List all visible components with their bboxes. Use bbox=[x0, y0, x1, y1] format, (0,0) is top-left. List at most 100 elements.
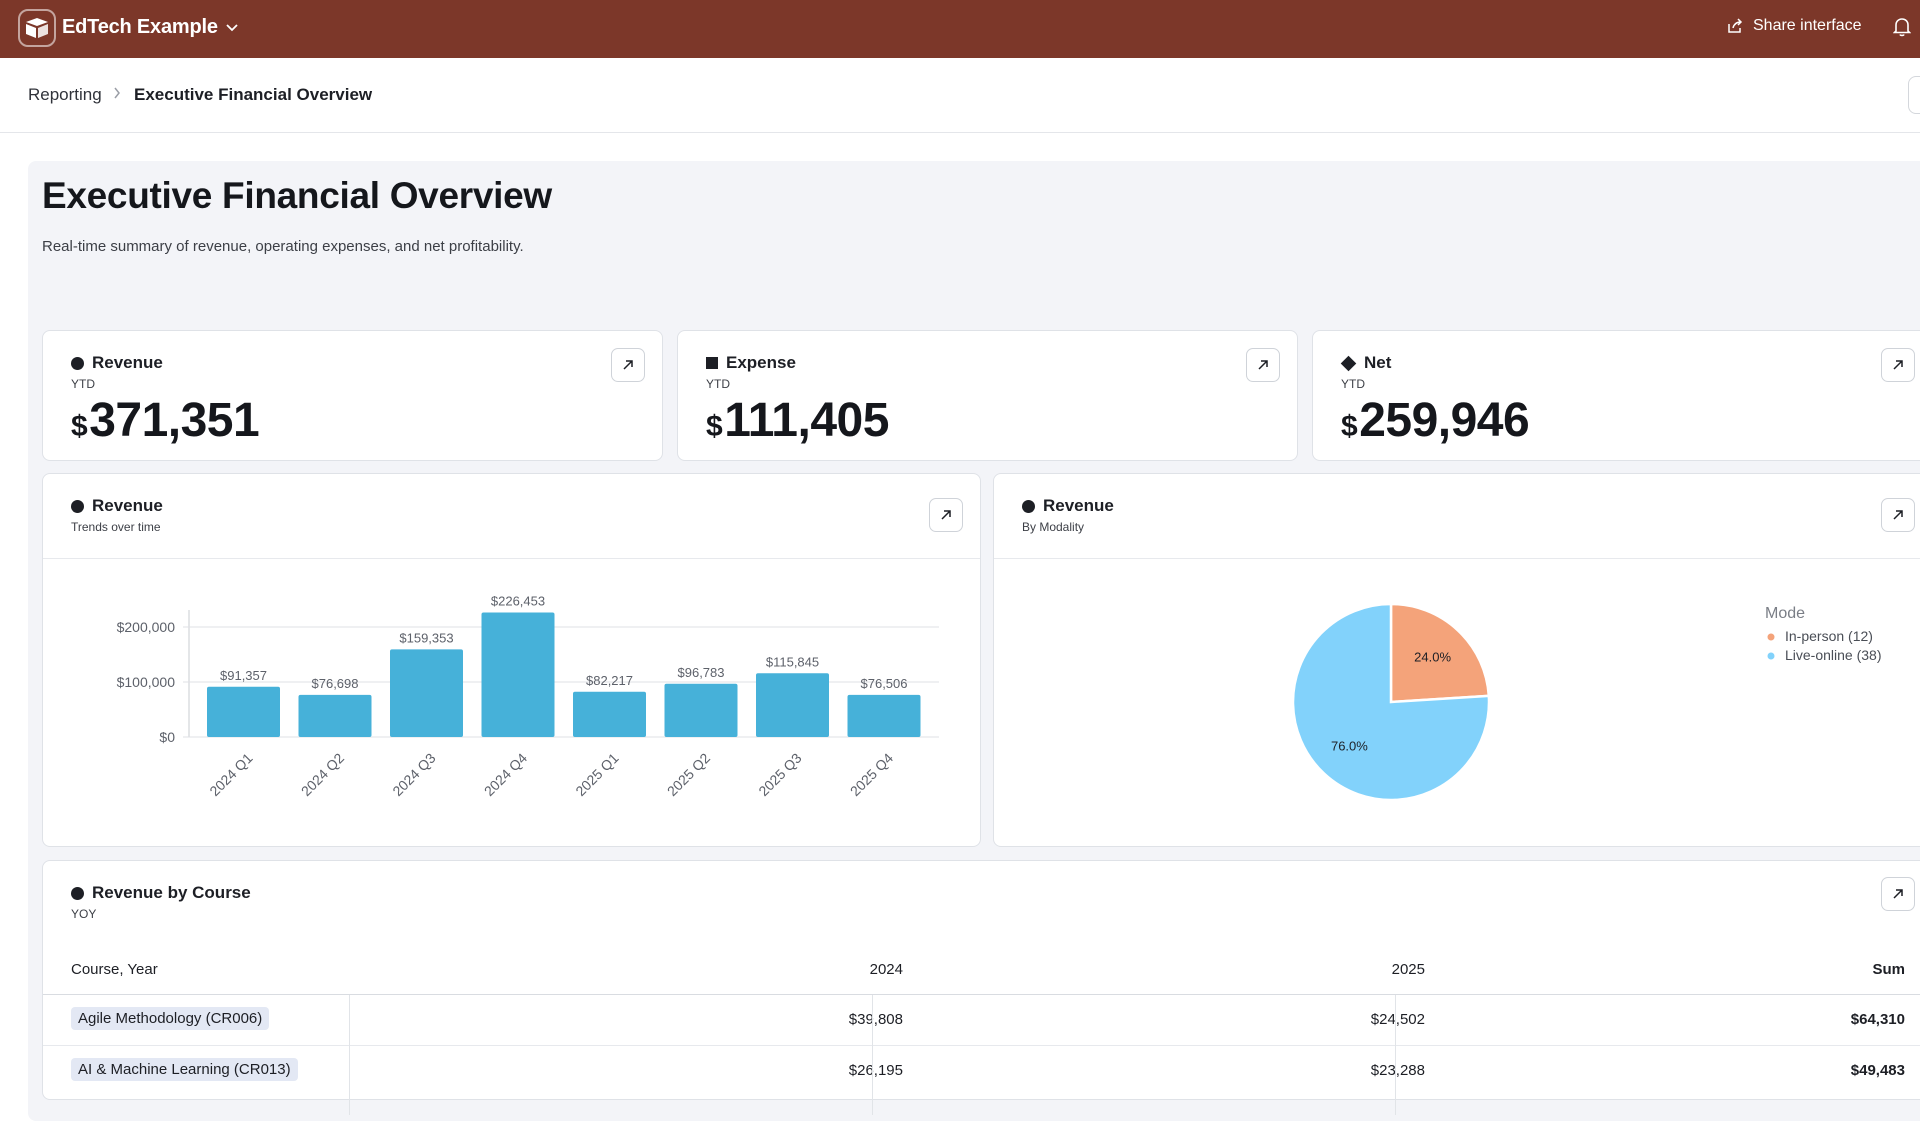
x-tick-label: 2024 Q3 bbox=[389, 750, 438, 799]
cell-2024: $26,195 bbox=[848, 1062, 903, 1079]
page-subtitle: Real-time summary of revenue, operating … bbox=[42, 238, 524, 255]
circle-marker-icon bbox=[71, 356, 84, 370]
toolbar-button[interactable] bbox=[1908, 76, 1920, 114]
expand-button[interactable] bbox=[611, 348, 645, 382]
notifications-icon[interactable] bbox=[1892, 17, 1912, 42]
kpi-number: 259,946 bbox=[1359, 394, 1530, 447]
kpi-card-net[interactable]: Net YTD $259,946 bbox=[1312, 330, 1920, 461]
app-switcher[interactable]: EdTech Example bbox=[62, 16, 238, 39]
course-tag: Agile Methodology (CR006) bbox=[71, 1007, 270, 1030]
arrow-up-right-icon bbox=[941, 510, 951, 520]
bar bbox=[207, 686, 280, 737]
chevron-right-icon bbox=[113, 86, 121, 104]
revenue-pie-chart: 24.0% 76.0% Mode In-person (12) Live-online … bbox=[1291, 602, 1882, 802]
arrow-up-right-icon bbox=[1893, 360, 1903, 370]
kpi-title: Revenue bbox=[92, 353, 163, 372]
kpi-number: 371,351 bbox=[89, 394, 260, 447]
card-divider bbox=[43, 558, 980, 559]
card-subtitle: YOY bbox=[71, 907, 97, 921]
bar bbox=[847, 694, 921, 737]
arrow-up-right-icon bbox=[1893, 510, 1903, 520]
table-row[interactable]: AI & Machine Learning (CR013) $26,195 $2… bbox=[43, 1046, 1920, 1096]
expand-button[interactable] bbox=[1881, 498, 1915, 532]
y-tick-label: $0 bbox=[159, 729, 175, 745]
bar-value-label: $91,357 bbox=[220, 668, 267, 683]
kpi-subtitle: YTD bbox=[71, 377, 95, 391]
column-header-sum[interactable]: Sum bbox=[1872, 961, 1905, 978]
bar bbox=[390, 649, 463, 737]
kpi-currency: $ bbox=[706, 410, 723, 443]
card-subtitle: Trends over time bbox=[71, 520, 161, 534]
legend-title: Mode bbox=[1765, 605, 1805, 622]
revenue-trend-card: Revenue Trends over time $0 $100,000 $200,… bbox=[42, 473, 981, 847]
bar bbox=[664, 683, 738, 737]
card-subtitle: By Modality bbox=[1022, 520, 1085, 534]
bar-value-label: $76,698 bbox=[312, 676, 359, 691]
bar bbox=[481, 612, 555, 737]
table-header-divider bbox=[43, 994, 1920, 995]
cell-2025: $24,502 bbox=[1370, 1011, 1425, 1028]
card-title: Revenue bbox=[1043, 496, 1114, 515]
kpi-value: $371,351 bbox=[71, 393, 260, 448]
arrow-up-right-icon bbox=[1258, 360, 1268, 370]
square-marker-icon bbox=[706, 357, 718, 369]
breadcrumb-reporting[interactable]: Reporting bbox=[28, 85, 102, 104]
x-tick-label: 2025 Q3 bbox=[755, 750, 804, 799]
expand-button[interactable] bbox=[929, 498, 963, 532]
kpi-card-expense[interactable]: Expense YTD $111,405 bbox=[677, 330, 1298, 461]
bar-value-label: $96,783 bbox=[678, 665, 725, 680]
kpi-card-revenue[interactable]: Revenue YTD $371,351 bbox=[42, 330, 663, 461]
revenue-by-course-card: Revenue by Course YOY Course, Year 2024 … bbox=[42, 860, 1920, 1115]
arrow-up-right-icon bbox=[623, 360, 633, 370]
column-header-2025[interactable]: 2025 bbox=[1391, 961, 1425, 978]
kpi-title: Net bbox=[1364, 353, 1392, 372]
cell-sum: $49,483 bbox=[1850, 1062, 1905, 1079]
table-row[interactable]: Agile Methodology (CR006) $39,808 $24,50… bbox=[43, 995, 1920, 1045]
bar-value-label: $226,453 bbox=[491, 593, 545, 608]
table-row-divider bbox=[43, 1045, 1920, 1046]
column-divider bbox=[1395, 995, 1396, 1115]
bar bbox=[756, 673, 829, 737]
legend-label: Live-online (38) bbox=[1785, 647, 1882, 663]
x-tick-label: 2024 Q4 bbox=[481, 750, 530, 799]
cell-sum: $64,310 bbox=[1850, 1011, 1905, 1028]
breadcrumb: Reporting Executive Financial Overview bbox=[0, 58, 1920, 133]
cell-2025: $23,288 bbox=[1370, 1062, 1425, 1079]
kpi-value: $259,946 bbox=[1341, 393, 1530, 448]
column-divider bbox=[349, 995, 350, 1115]
app-name: EdTech Example bbox=[62, 16, 218, 38]
legend-swatch bbox=[1767, 633, 1775, 641]
page-title: Executive Financial Overview bbox=[42, 175, 552, 216]
column-header-2024[interactable]: 2024 bbox=[869, 961, 903, 978]
kpi-number: 111,405 bbox=[724, 394, 889, 447]
y-tick-label: $100,000 bbox=[117, 674, 176, 690]
top-bar: EdTech Example Share interface bbox=[0, 0, 1920, 58]
card-title: Revenue by Course bbox=[92, 883, 251, 902]
pie-slice-label: 24.0% bbox=[1414, 650, 1451, 665]
x-tick-label: 2025 Q1 bbox=[572, 750, 621, 799]
app-logo-icon[interactable] bbox=[18, 9, 56, 47]
bar bbox=[298, 694, 372, 737]
expand-button[interactable] bbox=[1881, 348, 1915, 382]
legend-label: In-person (12) bbox=[1785, 628, 1873, 644]
kpi-title: Expense bbox=[726, 353, 796, 372]
revenue-modality-card: Revenue By Modality 24.0% 76.0% Mode In-per… bbox=[993, 473, 1920, 847]
kpi-currency: $ bbox=[71, 410, 88, 443]
pie-slice-label: 76.0% bbox=[1331, 738, 1368, 753]
circle-marker-icon bbox=[71, 499, 84, 513]
x-tick-label: 2024 Q1 bbox=[206, 750, 255, 799]
share-interface-button[interactable]: Share interface bbox=[1727, 17, 1862, 35]
diamond-marker-icon bbox=[1340, 355, 1357, 371]
kpi-currency: $ bbox=[1341, 410, 1358, 443]
arrow-up-right-icon bbox=[1893, 889, 1903, 899]
legend-swatch bbox=[1767, 652, 1775, 660]
expand-button[interactable] bbox=[1881, 877, 1915, 911]
pie-slice bbox=[1291, 602, 1491, 802]
circle-marker-icon bbox=[1022, 499, 1035, 513]
bar-value-label: $159,353 bbox=[399, 630, 453, 645]
expand-button[interactable] bbox=[1246, 348, 1280, 382]
bar-value-label: $115,845 bbox=[766, 654, 819, 669]
kpi-subtitle: YTD bbox=[1341, 377, 1365, 391]
x-tick-label: 2025 Q2 bbox=[664, 750, 713, 799]
column-header-course[interactable]: Course, Year bbox=[71, 961, 158, 978]
